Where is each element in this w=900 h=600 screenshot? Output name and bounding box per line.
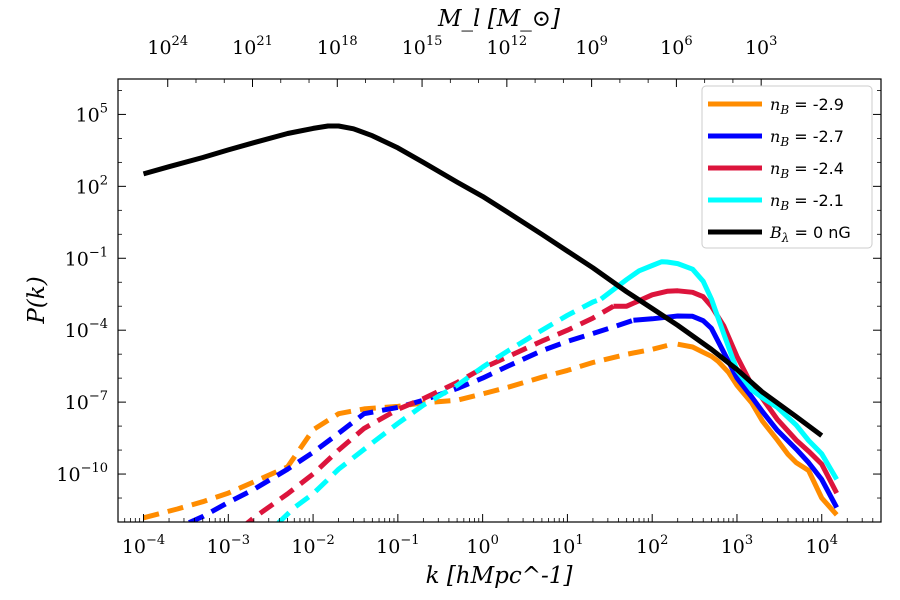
series-line-dashed-2	[244, 304, 615, 522]
top-tick-label: 1021	[232, 34, 273, 59]
series-layer	[142, 123, 839, 522]
x-tick-label: 10−4	[122, 533, 165, 558]
legend-label-1: nB = -2.7	[770, 127, 844, 149]
top-tick-label: 1024	[147, 34, 188, 59]
series-line-dashed-3	[276, 296, 602, 522]
y-axis-title: P(k)	[24, 276, 50, 324]
series-line-4	[142, 123, 824, 438]
legend: nB = -2.9 nB = -2.7 nB = -2.4 nB = -2.1 Bλ =…	[701, 85, 873, 249]
y-tick-label: 102	[76, 173, 108, 198]
x-tick-label: 10−2	[291, 533, 334, 558]
legend-label-2: nB = -2.4	[770, 159, 844, 181]
tick-labels-layer: 10−4 10−3 10−2 10−1 100 101 102 103 104 1024 1021 1…	[56, 34, 838, 558]
x-tick-label: 104	[806, 533, 838, 558]
top-tick-label: 1018	[317, 34, 358, 59]
top-tick-label: 103	[745, 34, 777, 59]
y-tick-label: 10−4	[65, 317, 108, 342]
x-tick-label: 101	[551, 533, 583, 558]
y-tick-label: 105	[76, 101, 108, 126]
series-line-0	[677, 341, 839, 517]
x-tick-label: 10−3	[207, 533, 250, 558]
top-axis-title: M_l [M_⊙]	[437, 6, 560, 32]
x-tick-label: 103	[721, 533, 753, 558]
y-tick-label: 10−7	[65, 389, 108, 414]
x-tick-label: 100	[466, 533, 498, 558]
x-tick-label: 10−1	[376, 533, 419, 558]
top-tick-label: 1015	[402, 34, 443, 59]
top-tick-label: 109	[575, 34, 607, 59]
y-tick-label: 10−1	[65, 245, 108, 270]
series-line-dashed-1	[184, 317, 635, 522]
top-tick-label: 106	[660, 34, 692, 59]
y-tick-label: 10−10	[56, 461, 108, 486]
plot-frame	[117, 78, 882, 523]
top-tick-label: 1012	[486, 34, 527, 59]
ticks-layer	[117, 79, 882, 523]
series-line-3	[599, 259, 839, 481]
series-line-dashed-0	[142, 343, 668, 521]
x-axis-title: k [hMpc^-1]	[426, 563, 573, 589]
legend-box	[701, 85, 873, 249]
legend-label-0: nB = -2.9	[770, 95, 844, 117]
x-tick-label: 102	[636, 533, 668, 558]
legend-label-4: Bλ = 0 nG	[769, 223, 851, 245]
legend-label-3: nB = -2.1	[770, 191, 844, 213]
